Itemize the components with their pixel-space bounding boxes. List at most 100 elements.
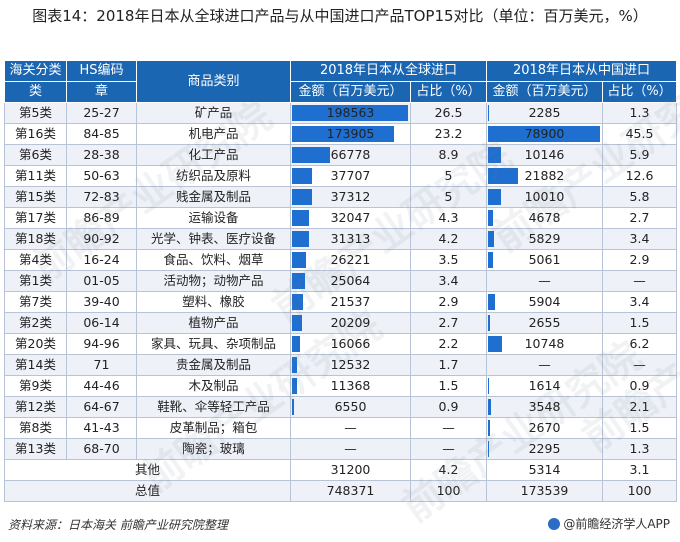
category-cell: 贵金属及制品 <box>136 354 291 376</box>
china-amount-cell-value: 2285 <box>528 105 561 120</box>
hs-code-cell: 16-24 <box>66 249 137 271</box>
table-row: 第7类 39-40 塑料、橡胶 21537 2.9 5904 3.4 <box>4 291 677 313</box>
global-share-cell: 8.9 <box>410 144 487 166</box>
global-share-cell: — <box>410 417 487 439</box>
header-global-group: 2018年日本从全球进口 <box>290 60 487 82</box>
china-amount-cell-value: 10010 <box>524 189 565 204</box>
global-amount-cell-value: 173905 <box>326 126 375 141</box>
category-cell: 运输设备 <box>136 207 291 229</box>
china-amount-cell: 10010 <box>486 186 603 208</box>
global-share-cell: 1.7 <box>410 354 487 376</box>
hs-code-cell: 71 <box>66 354 137 376</box>
china-amount-cell-value: 2295 <box>528 441 561 456</box>
china-amount-cell-value: 3548 <box>528 399 561 414</box>
china-amount-cell-value: 10146 <box>524 147 565 162</box>
china-share-cell: 12.6 <box>602 165 677 187</box>
global-amount-cell: 25064 <box>290 270 411 292</box>
global-amount-cell: 173905 <box>290 123 411 145</box>
global-amount-cell-value: — <box>344 420 357 435</box>
global-amount-cell-bar <box>292 273 305 289</box>
global-amount-cell-value: 6550 <box>334 399 367 414</box>
global-amount-cell-bar <box>292 105 409 121</box>
hs-code-cell: 72-83 <box>66 186 137 208</box>
total-row: 总值 748371 100 173539 100 <box>4 480 677 502</box>
china-amount-cell: 10146 <box>486 144 603 166</box>
category-cell: 化工产品 <box>136 144 291 166</box>
category-cell: 皮革制品；箱包 <box>136 417 291 439</box>
china-amount-cell: 5829 <box>486 228 603 250</box>
category-cell: 矿产品 <box>136 102 291 124</box>
global-share-cell: 0.9 <box>410 396 487 418</box>
hs-code-cell: 86-89 <box>66 207 137 229</box>
china-amount-cell: — <box>486 354 603 376</box>
global-amount-cell-value: 11368 <box>330 378 371 393</box>
global-amount-cell-value: 31313 <box>330 231 371 246</box>
china-amount-cell-value: 78900 <box>524 126 565 141</box>
category-cell: 塑料、橡胶 <box>136 291 291 313</box>
hs-code-cell: 84-85 <box>66 123 137 145</box>
global-amount-cell: 37312 <box>290 186 411 208</box>
global-amount-cell-value: 20209 <box>330 315 371 330</box>
china-amount-cell-bar <box>488 168 518 184</box>
china-amount-cell-value: 21882 <box>524 168 565 183</box>
customs-class-cell: 第9类 <box>4 375 67 397</box>
category-cell: 食品、饮料、烟草 <box>136 249 291 271</box>
customs-class-cell: 第20类 <box>4 333 67 355</box>
global-share-cell: 26.5 <box>410 102 487 124</box>
global-amount-cell: 37707 <box>290 165 411 187</box>
global-amount-cell-value: — <box>344 441 357 456</box>
global-amount-cell: 198563 <box>290 102 411 124</box>
global-amount-cell-value: 66778 <box>330 147 371 162</box>
global-amount-cell-value: 16066 <box>330 336 371 351</box>
global-amount-cell-bar <box>292 126 394 142</box>
china-amount-cell: 3548 <box>486 396 603 418</box>
hs-code-cell: 41-43 <box>66 417 137 439</box>
chart-title: 图表14：2018年日本从全球进口产品与从中国进口产品TOP15对比（单位：百万… <box>32 7 648 25</box>
hs-code-cell: 39-40 <box>66 291 137 313</box>
global-amount-cell-bar <box>292 399 294 415</box>
hs-code-cell: 06-14 <box>66 312 137 334</box>
other-global-amount: 31200 <box>290 459 411 481</box>
china-share-cell: 1.3 <box>602 102 677 124</box>
table-row: 第4类 16-24 食品、饮料、烟草 26221 3.5 5061 2.9 <box>4 249 677 271</box>
china-amount-cell: 2285 <box>486 102 603 124</box>
total-label: 总值 <box>4 480 291 502</box>
china-amount-cell-bar <box>488 399 492 415</box>
global-amount-cell: 26221 <box>290 249 411 271</box>
global-amount-cell: 66778 <box>290 144 411 166</box>
category-cell: 鞋靴、伞等轻工产品 <box>136 396 291 418</box>
global-amount-cell: 21537 <box>290 291 411 313</box>
customs-class-cell: 第17类 <box>4 207 67 229</box>
china-amount-cell: 1614 <box>486 375 603 397</box>
global-amount-cell-value: 21537 <box>330 294 371 309</box>
global-amount-cell: 31313 <box>290 228 411 250</box>
header-customs-class-top: 海关分类 <box>4 60 67 82</box>
global-amount-cell-value: 37312 <box>330 189 371 204</box>
china-amount-cell-value: 1614 <box>528 378 561 393</box>
category-cell: 贱金属及制品 <box>136 186 291 208</box>
header-hs-code-bottom: 章 <box>66 81 137 103</box>
table-row: 第15类 72-83 贱金属及制品 37312 5 10010 5.8 <box>4 186 677 208</box>
china-share-cell: 3.4 <box>602 228 677 250</box>
total-china-amount: 173539 <box>486 480 603 502</box>
other-china-share: 3.1 <box>602 459 677 481</box>
china-amount-cell-value: 4678 <box>528 210 561 225</box>
table-row: 第12类 64-67 鞋靴、伞等轻工产品 6550 0.9 3548 2.1 <box>4 396 677 418</box>
header-china-share: 占比（%） <box>602 81 677 103</box>
global-amount-cell: — <box>290 417 411 439</box>
china-share-cell: 3.4 <box>602 291 677 313</box>
china-amount-cell: 2670 <box>486 417 603 439</box>
china-amount-cell-bar <box>488 315 490 331</box>
customs-class-cell: 第15类 <box>4 186 67 208</box>
customs-class-cell: 第4类 <box>4 249 67 271</box>
china-amount-cell-bar <box>488 105 490 121</box>
china-share-cell: 2.9 <box>602 249 677 271</box>
global-share-cell: 3.5 <box>410 249 487 271</box>
table-body: 第5类 25-27 矿产品 198563 26.5 2285 1.3 第16类 84-85 机电产… <box>4 102 677 502</box>
global-share-cell: 23.2 <box>410 123 487 145</box>
china-share-cell: — <box>602 270 677 292</box>
table-row: 第17类 86-89 运输设备 32047 4.3 4678 2.7 <box>4 207 677 229</box>
header-global-amount: 金额（百万美元） <box>290 81 411 103</box>
global-amount-cell: 32047 <box>290 207 411 229</box>
china-share-cell: 0.9 <box>602 375 677 397</box>
